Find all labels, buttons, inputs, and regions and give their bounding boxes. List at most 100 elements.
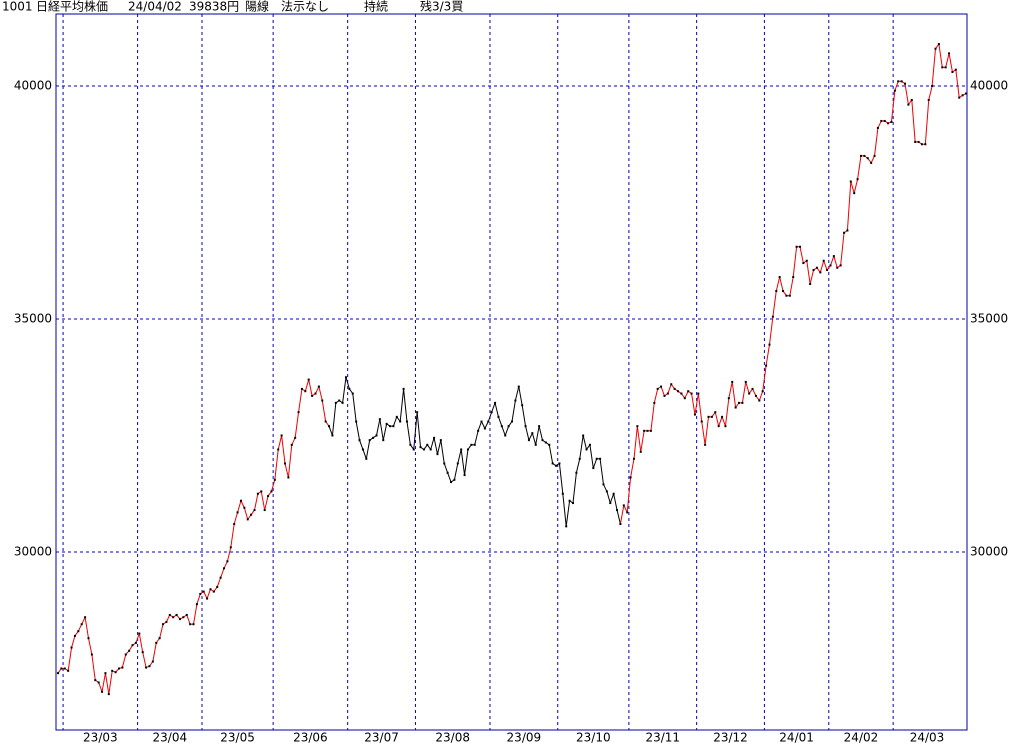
price-point <box>907 103 910 106</box>
price-point <box>795 245 798 248</box>
price-point <box>175 613 178 616</box>
price-point <box>480 420 483 423</box>
price-segment <box>779 276 784 292</box>
price-segment <box>81 617 86 625</box>
price-point <box>937 43 940 46</box>
price-point <box>670 383 673 386</box>
price-segment <box>762 365 767 392</box>
price-point <box>951 71 954 74</box>
price-segment <box>626 477 632 513</box>
x-tick-label: 23/11 <box>645 731 680 745</box>
price-segment <box>497 416 503 427</box>
price-segment <box>955 69 960 98</box>
price-point <box>212 590 215 593</box>
price-point <box>114 671 117 674</box>
price-point <box>290 443 293 446</box>
price-point <box>511 420 513 423</box>
price-point <box>917 140 920 143</box>
price-point <box>192 623 195 626</box>
price-point <box>683 397 686 400</box>
price-segment <box>741 381 747 403</box>
price-point <box>226 560 229 563</box>
price-point <box>412 448 415 451</box>
price-segment <box>565 500 571 527</box>
price-point <box>399 420 402 423</box>
price-point <box>870 161 873 164</box>
y-tick-label-right: 40000 <box>970 78 1008 92</box>
price-point <box>324 420 327 423</box>
price-segment <box>233 512 239 525</box>
price-segment <box>619 505 625 525</box>
price-segment <box>281 435 286 464</box>
price-point <box>649 429 652 432</box>
price-segment <box>931 48 937 87</box>
price-point <box>592 467 595 470</box>
price-point <box>673 387 676 390</box>
price-segment <box>352 393 357 422</box>
price-segment <box>264 495 269 511</box>
x-tick-label: 23/04 <box>153 731 188 745</box>
x-tick-label: 24/02 <box>844 731 879 745</box>
price-point <box>487 420 490 423</box>
price-point <box>839 264 842 267</box>
price-point <box>216 585 219 588</box>
price-point <box>859 154 862 157</box>
price-segment <box>684 391 689 399</box>
price-point <box>656 387 659 390</box>
price-point <box>873 154 876 157</box>
price-segment <box>362 449 367 459</box>
price-segment <box>562 493 567 527</box>
price-segment <box>731 381 737 408</box>
price-point <box>422 448 425 451</box>
price-segment <box>765 344 770 366</box>
price-segment <box>460 449 466 476</box>
price-point <box>229 546 232 549</box>
price-segment <box>240 500 245 508</box>
price-point <box>944 66 947 69</box>
price-point <box>561 492 564 495</box>
price-segment <box>758 391 764 401</box>
code: 1001 <box>2 0 33 14</box>
price-point <box>239 499 242 502</box>
price-point <box>60 667 63 670</box>
date: 24/04/02 <box>128 0 182 14</box>
price-segment <box>823 260 828 271</box>
price-segment <box>328 426 333 436</box>
price-point <box>314 392 317 395</box>
price-point <box>616 509 619 512</box>
plot-frame <box>55 13 968 731</box>
price-segment <box>582 435 588 450</box>
price-point <box>941 66 944 69</box>
price-point <box>724 425 727 428</box>
price-point <box>446 471 449 474</box>
price-point <box>334 401 337 404</box>
price-segment <box>575 458 581 473</box>
price-point <box>256 492 259 495</box>
price-segment <box>433 437 438 455</box>
price-segment <box>260 491 266 511</box>
price-segment <box>924 99 930 145</box>
price-segment <box>691 393 696 415</box>
price-segment <box>308 379 313 396</box>
price-point <box>470 443 473 446</box>
price-point <box>84 616 87 619</box>
price-segment <box>342 377 347 403</box>
price-point <box>551 462 554 465</box>
price-segment <box>874 127 879 156</box>
price-point <box>311 394 314 397</box>
price-point <box>646 429 649 432</box>
price-point <box>758 399 761 402</box>
price-segment <box>928 85 933 101</box>
price-point <box>473 443 476 446</box>
price-point <box>73 634 76 637</box>
price-point <box>223 567 226 570</box>
price-point <box>897 80 900 83</box>
price-point <box>351 392 354 395</box>
price-point <box>385 422 388 425</box>
price-point <box>775 290 778 293</box>
status: 持続 <box>364 0 388 14</box>
price-point <box>876 126 879 129</box>
price-point <box>392 425 395 428</box>
price-segment <box>890 90 896 122</box>
